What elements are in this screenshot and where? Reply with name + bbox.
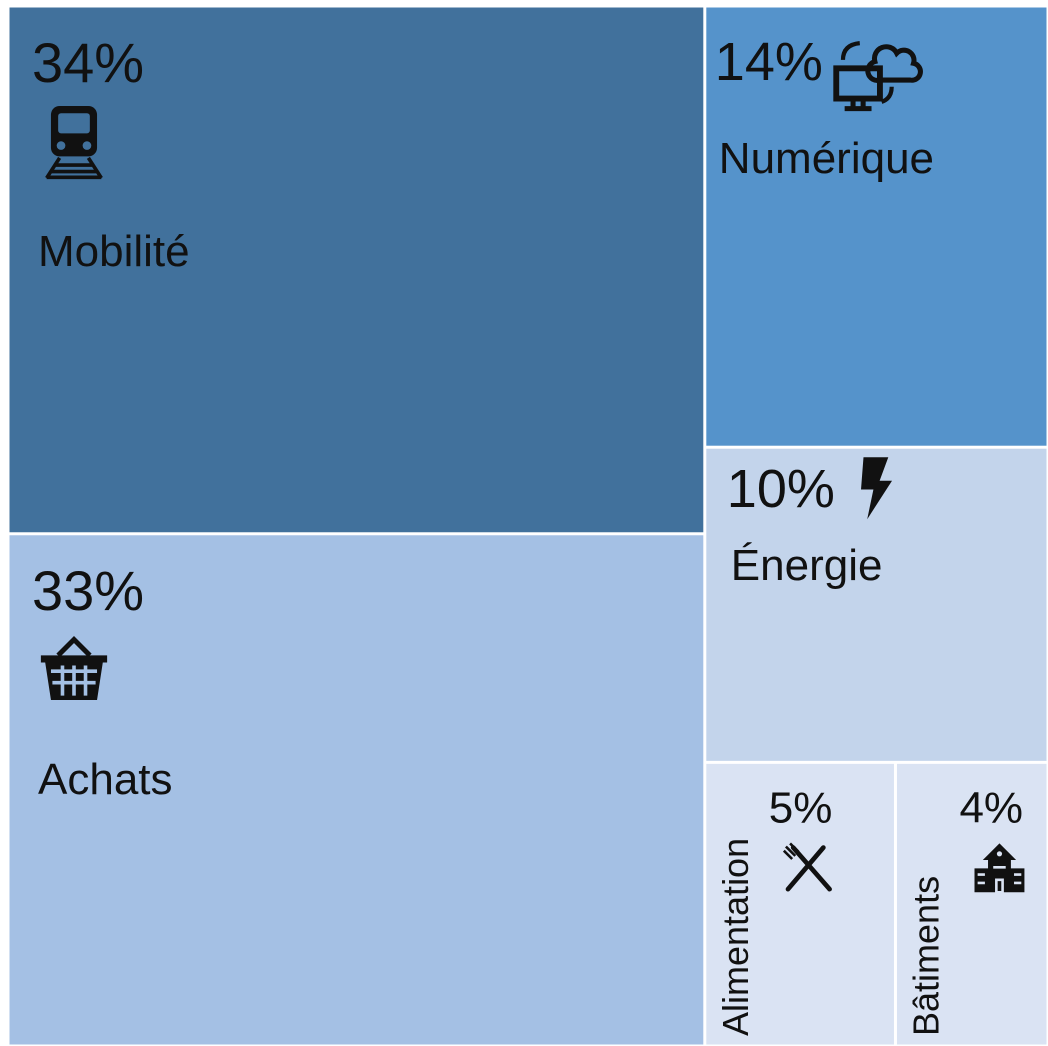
icon-part xyxy=(844,98,872,112)
treemap-tile xyxy=(706,763,894,1045)
tile-icon xyxy=(782,842,832,892)
icon-part xyxy=(58,113,90,134)
treemap-tile xyxy=(896,763,1047,1045)
tile-icon xyxy=(40,635,108,701)
tile-name: Achats xyxy=(38,755,173,804)
icon-part xyxy=(861,457,893,520)
tile-name: Alimentation xyxy=(715,838,756,1036)
treemap-tile xyxy=(9,7,704,533)
tile-name: Numérique xyxy=(719,134,934,183)
icon-part xyxy=(56,141,66,150)
tile-value: 4% xyxy=(959,783,1023,832)
tile-name: Énergie xyxy=(731,541,883,590)
icon-part xyxy=(82,141,92,150)
tile-value: 33% xyxy=(32,559,144,622)
tile-value: 10% xyxy=(727,459,835,519)
icon-part xyxy=(45,156,103,180)
tile-icon xyxy=(45,106,103,180)
tile-value: 14% xyxy=(715,32,823,92)
tile-name: Bâtiments xyxy=(905,876,946,1036)
icon-part xyxy=(977,866,1022,894)
tile-icon xyxy=(974,843,1025,894)
tile-icon xyxy=(833,41,923,112)
icon-part xyxy=(996,851,1003,857)
tile-value: 34% xyxy=(32,31,144,94)
tile-value: 5% xyxy=(769,783,833,832)
icon-part xyxy=(782,842,800,860)
icon-part xyxy=(833,65,883,102)
icon-part xyxy=(840,41,894,104)
treemap-tile xyxy=(9,535,704,1045)
tile-icon xyxy=(861,457,893,520)
icon-part xyxy=(785,845,832,892)
icon-part xyxy=(865,44,923,83)
icon-part xyxy=(56,635,92,658)
icon-part xyxy=(50,665,98,696)
tile-name: Mobilité xyxy=(38,227,190,276)
